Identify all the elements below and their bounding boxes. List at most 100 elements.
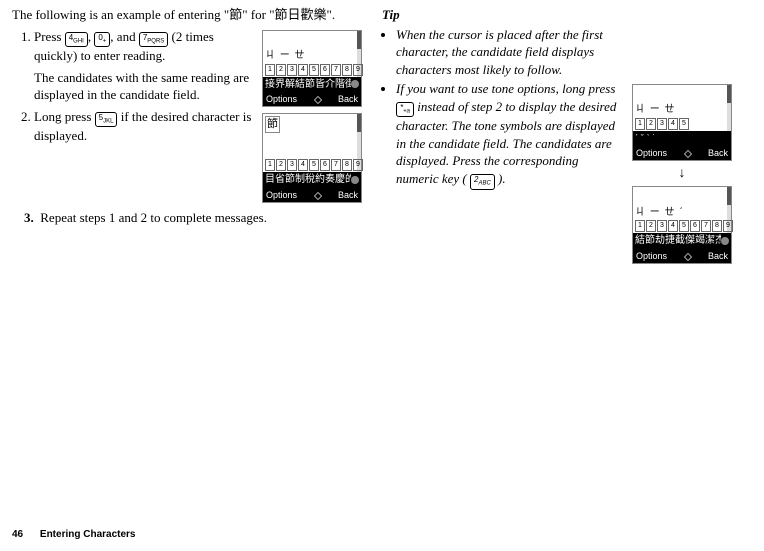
digit: 8	[342, 159, 352, 171]
scrollbar-icon	[727, 85, 731, 131]
digit: 1	[635, 220, 645, 232]
softkey-bar: Options Back	[263, 92, 361, 106]
digit: 6	[320, 64, 330, 76]
step1-text-a: Press	[34, 29, 65, 44]
digit: 6	[320, 159, 330, 171]
softkey-left: Options	[266, 93, 297, 105]
digit: 2	[646, 220, 656, 232]
more-icon	[721, 237, 729, 245]
tone-bar: ˊ ˇ ˋ ˙	[633, 131, 731, 147]
key-5-icon: 5JKL	[95, 112, 118, 128]
more-icon	[351, 176, 359, 184]
step2-a: Long press	[34, 109, 95, 124]
digit-row: 1 2 3 4 5 6 7 8 9	[635, 220, 733, 232]
digit: 7	[331, 159, 341, 171]
softkey-right: Back	[338, 189, 358, 201]
softkey-left: Options	[266, 189, 297, 201]
digit: 9	[353, 64, 363, 76]
candidate-bar: 結節劫捷截傑竭潔杰	[633, 233, 731, 249]
digit-row: 1 2 3 4 5 6 7 8 9	[265, 64, 363, 76]
key-0-icon: 0+	[94, 32, 110, 48]
softkey-right: Back	[708, 250, 728, 262]
typed-reading: ㄐ ー ㄝ ˊ	[635, 206, 684, 220]
typed-reading: ㄐ ー ㄝ	[635, 103, 676, 117]
tip-heading: Tip	[382, 6, 732, 24]
digit: 6	[690, 220, 700, 232]
screen-2: 節 1 2 3 4 5 6 7 8 9 目省節制稅約奏慶的	[262, 113, 362, 203]
digit-row: 1 2 3 4 5 6 7 8 9	[265, 159, 363, 171]
intro-phrase: 節日歡樂	[275, 7, 327, 22]
digit-row: 1 2 3 4 5	[635, 118, 689, 130]
candidates: 接界解結節皆介階街	[265, 78, 351, 92]
spacer	[632, 28, 732, 84]
candidates: 結節劫捷截傑竭潔杰	[635, 234, 721, 248]
digit: 5	[309, 159, 319, 171]
intro-prefix: The following is an example of entering …	[12, 7, 229, 22]
tones: ˊ ˇ ˋ ˙	[635, 132, 655, 146]
digit: 4	[298, 159, 308, 171]
left-column: The following is an example of entering …	[12, 6, 362, 270]
intro-char: 節	[229, 7, 242, 22]
step-screens: ㄐ ー ㄝ 1 2 3 4 5 6 7 8 9 接界解結節皆介階街	[262, 30, 362, 209]
tip-screens: ㄐ ー ㄝ 1 2 3 4 5 ˊ ˇ ˋ ˙	[632, 28, 732, 270]
candidate-bar: 接界解結節皆介階街	[263, 77, 361, 93]
softkey-bar: Options Back	[633, 146, 731, 160]
softkey-bar: Options Back	[633, 249, 731, 263]
digit: 5	[679, 118, 689, 130]
comma: , and	[110, 29, 139, 44]
tip2-b: instead of step 2 to display the desired…	[396, 99, 616, 186]
key-7-icon: 7PQRS	[139, 32, 168, 48]
step-3: 3. Repeat steps 1 and 2 to complete mess…	[12, 209, 362, 227]
digit: 1	[265, 64, 275, 76]
digit: 4	[668, 220, 678, 232]
screen-body: 節 1 2 3 4 5 6 7 8 9	[263, 114, 361, 172]
digit: 7	[701, 220, 711, 232]
entered-char: 節	[265, 116, 280, 133]
digit: 9	[723, 220, 733, 232]
nav-icon	[311, 189, 325, 199]
digit: 8	[342, 64, 352, 76]
more-icon	[351, 80, 359, 88]
digit: 1	[635, 118, 645, 130]
digit: 7	[331, 64, 341, 76]
digit: 9	[353, 159, 363, 171]
screen-1: ㄐ ー ㄝ 1 2 3 4 5 6 7 8 9 接界解結節皆介階街	[262, 30, 362, 108]
intro-mid: " for "	[242, 7, 274, 22]
page: The following is an example of entering …	[0, 0, 764, 270]
intro-text: The following is an example of entering …	[12, 6, 362, 24]
screen-body: ㄐ ー ㄝ 1 2 3 4 5 6 7 8 9	[263, 31, 361, 77]
screen-4: ㄐ ー ㄝ ˊ 1 2 3 4 5 6 7 8 9 結節劫捷截傑竭潔杰	[632, 186, 732, 264]
softkey-right: Back	[708, 147, 728, 159]
softkey-left: Options	[636, 250, 667, 262]
right-column: Tip ㄐ ー ㄝ 1 2 3 4 5	[382, 6, 732, 270]
screen-body: ㄐ ー ㄝ 1 2 3 4 5	[633, 85, 731, 131]
typed-reading: ㄐ ー ㄝ	[265, 49, 306, 63]
candidate-bar: 目省節制稅約奏慶的	[263, 172, 361, 188]
digit: 8	[712, 220, 722, 232]
screen-3: ㄐ ー ㄝ 1 2 3 4 5 ˊ ˇ ˋ ˙	[632, 84, 732, 162]
footer-title: Entering Characters	[40, 529, 136, 540]
screen-body: ㄐ ー ㄝ ˊ 1 2 3 4 5 6 7 8 9	[633, 187, 731, 233]
digit: 2	[276, 159, 286, 171]
nav-icon	[681, 147, 695, 157]
down-arrow-icon: ↓	[632, 165, 732, 184]
nav-icon	[311, 93, 325, 103]
key-2-icon: 2ABC	[470, 174, 495, 190]
nav-icon	[681, 250, 695, 260]
digit: 1	[265, 159, 275, 171]
key-star-icon: *+a	[396, 102, 414, 118]
digit: 2	[646, 118, 656, 130]
tip2-a: If you want to use tone options, long pr…	[396, 81, 615, 96]
digit: 3	[287, 159, 297, 171]
page-footer: 46 Entering Characters	[12, 528, 136, 542]
candidates: 目省節制稅約奏慶的	[265, 173, 351, 187]
digit: 3	[287, 64, 297, 76]
digit: 5	[679, 220, 689, 232]
intro-suffix: ".	[327, 7, 336, 22]
digit: 3	[657, 220, 667, 232]
softkey-left: Options	[636, 147, 667, 159]
digit: 2	[276, 64, 286, 76]
softkey-right: Back	[338, 93, 358, 105]
step3-num: 3.	[24, 210, 34, 225]
key-4-icon: 4GHI	[65, 32, 88, 48]
